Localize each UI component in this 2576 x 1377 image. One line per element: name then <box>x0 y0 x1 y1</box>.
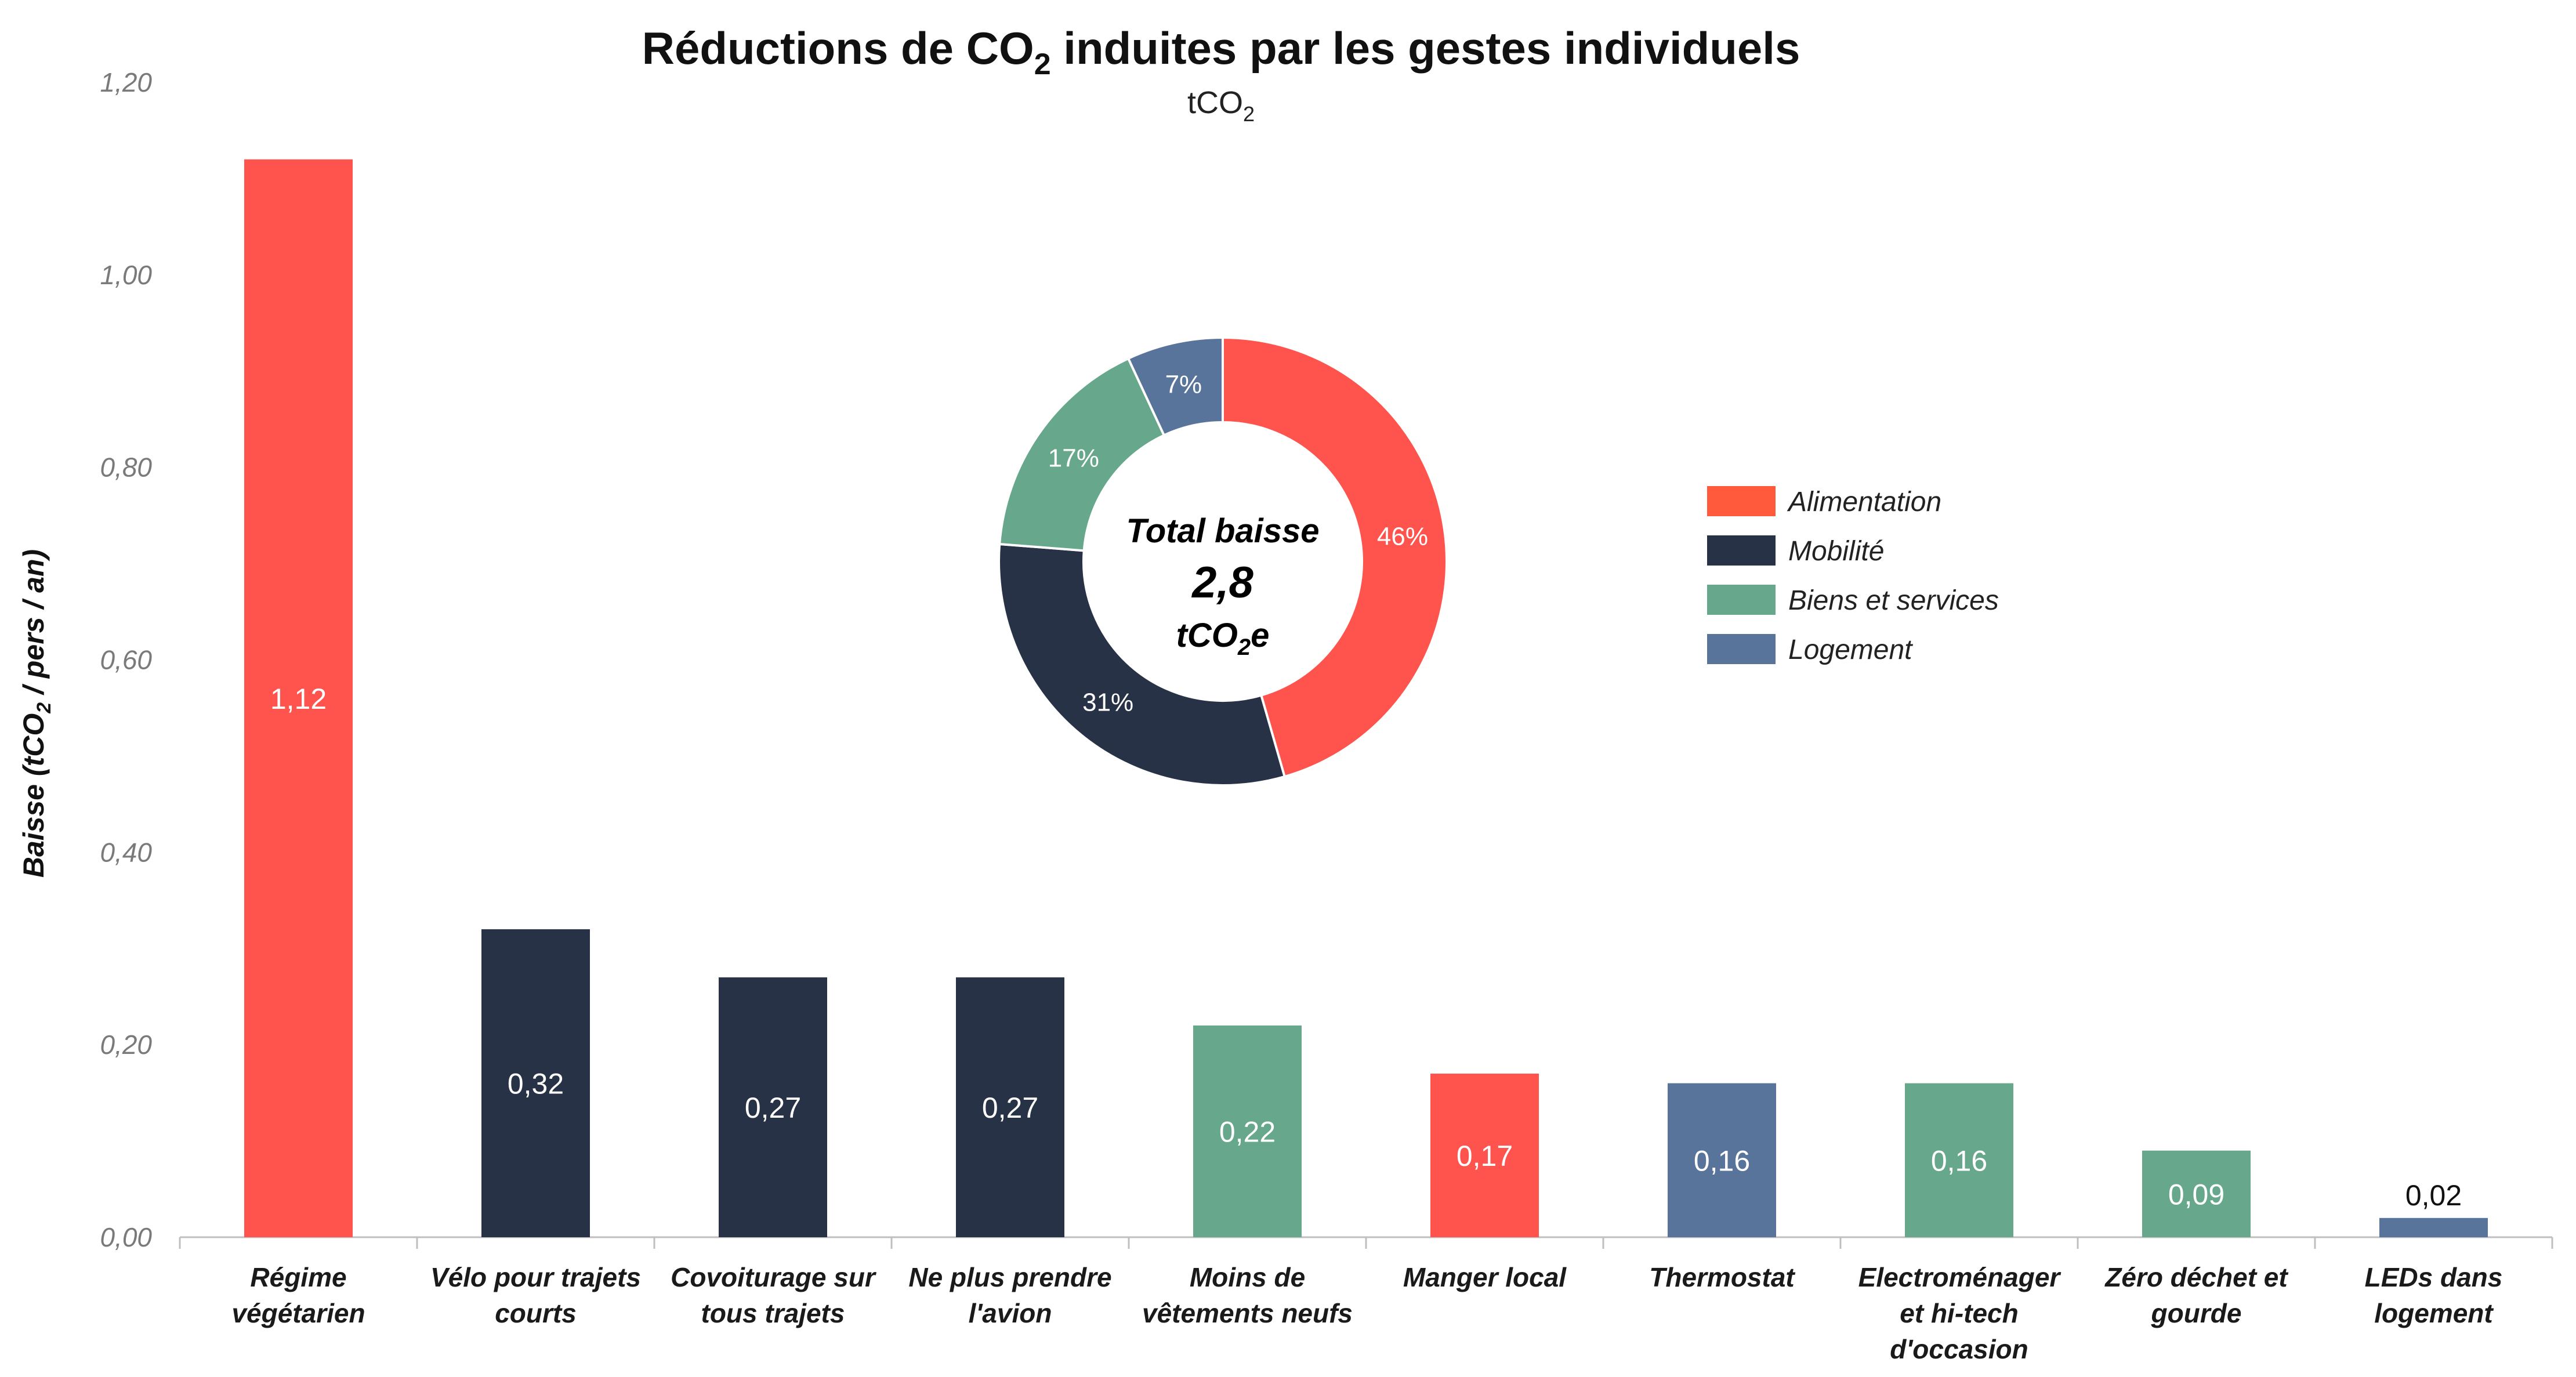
legend-label: Alimentation <box>1787 487 1941 517</box>
chart-subtitle: tCO2 <box>1187 85 1255 126</box>
donut-center-unit: tCO2e <box>1176 617 1270 660</box>
legend-swatch <box>1707 535 1776 566</box>
y-axis-ticks: 0,00 0,20 0,40 0,60 0,80 1,00 1,20 <box>100 67 152 1252</box>
donut-center-value: 2,8 <box>1191 558 1253 607</box>
category-labels: Régime végétarien Vélo pour trajets courts C… <box>231 1262 2502 1364</box>
bar-value-label: 0,27 <box>982 1092 1038 1124</box>
donut-percent-labels: 46% 31% 17% 7% <box>1048 370 1428 716</box>
donut-percent-label: 7% <box>1165 370 1202 398</box>
category-label: Electroménager et hi-tech d'occasion <box>1858 1262 2061 1364</box>
category-label: Ne plus prendre l'avion <box>908 1262 1111 1328</box>
bar-value-labels: 1,12 0,32 0,27 0,27 0,22 0,17 0,16 0,16 0,09 0,02 <box>270 683 2462 1212</box>
donut-slice <box>1126 336 1224 437</box>
bar <box>2379 1217 2488 1237</box>
bar <box>1430 1073 1539 1237</box>
bar-value-label: 0,27 <box>745 1092 801 1124</box>
category-label: Zéro déchet et gourde <box>2104 1262 2288 1328</box>
legend-label: Mobilité <box>1788 536 1884 567</box>
bar-value-label: 0,16 <box>1931 1144 1987 1177</box>
category-label: Régime végétarien <box>231 1262 365 1328</box>
donut-percent-label: 46% <box>1377 522 1428 550</box>
y-axis-label: Baisse (tCO2 / pers / an) <box>17 549 55 878</box>
donut-percent-label: 31% <box>1082 688 1133 717</box>
bar-value-label: 0,22 <box>1219 1115 1276 1148</box>
donut-slice <box>1222 336 1448 778</box>
category-label: Moins de vêtements neufs <box>1142 1262 1353 1328</box>
category-label: Thermostat <box>1649 1262 1795 1292</box>
donut-slice <box>998 542 1287 787</box>
y-tick-label: 0,80 <box>100 452 152 483</box>
bar-value-label: 1,12 <box>270 683 327 715</box>
bar <box>1193 1025 1302 1237</box>
donut-chart <box>998 336 1448 787</box>
bar-value-label: 0,09 <box>2168 1178 2224 1211</box>
x-axis <box>179 1236 2553 1249</box>
y-tick-label: 0,00 <box>100 1222 152 1252</box>
legend-swatch <box>1707 634 1776 664</box>
bar <box>1905 1083 2013 1237</box>
bar-value-label: 0,16 <box>1694 1144 1750 1177</box>
donut-percent-label: 17% <box>1048 444 1099 473</box>
bar <box>956 977 1064 1237</box>
bar <box>2142 1150 2251 1237</box>
donut-center-title: Total baisse <box>1126 512 1319 550</box>
category-label: Covoiturage sur tous trajets <box>671 1262 876 1328</box>
legend: Alimentation Mobilité Biens et services Log… <box>1707 486 1999 665</box>
y-tick-label: 0,40 <box>100 837 152 867</box>
bars <box>244 159 2488 1237</box>
y-tick-label: 1,20 <box>100 67 152 97</box>
bar <box>481 929 590 1237</box>
donut-slice <box>998 357 1166 552</box>
y-tick-label: 0,60 <box>100 645 152 675</box>
bar-value-label: 0,32 <box>508 1068 564 1100</box>
legend-label: Logement <box>1788 635 1913 665</box>
bar <box>719 977 827 1237</box>
category-label: Vélo pour trajets courts <box>430 1262 641 1328</box>
chart-title: Réductions de CO2 induites par les geste… <box>642 23 1800 81</box>
y-tick-label: 0,20 <box>100 1030 152 1060</box>
bar-value-label: 0,17 <box>1457 1140 1513 1172</box>
bar <box>244 159 353 1237</box>
bar <box>1668 1083 1776 1237</box>
legend-swatch <box>1707 585 1776 615</box>
bar-value-label: 0,02 <box>2405 1179 2462 1212</box>
legend-swatch <box>1707 486 1776 516</box>
category-label: LEDs dans logement <box>2365 1262 2503 1328</box>
legend-label: Biens et services <box>1788 585 1999 616</box>
category-label: Manger local <box>1403 1262 1567 1292</box>
y-tick-label: 1,00 <box>100 260 152 290</box>
